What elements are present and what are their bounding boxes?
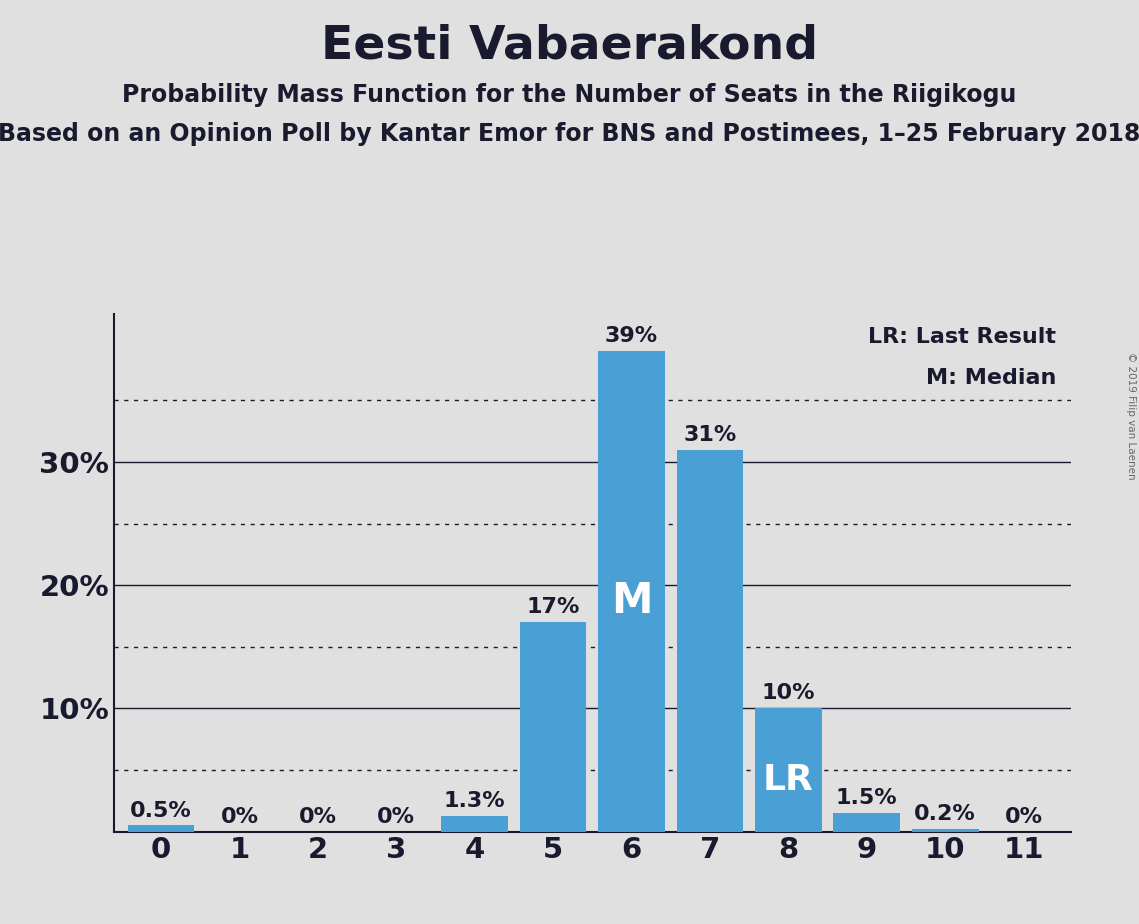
Text: 39%: 39%	[605, 326, 658, 346]
Text: 10%: 10%	[762, 684, 816, 703]
Text: 0.5%: 0.5%	[130, 800, 191, 821]
Text: 0%: 0%	[298, 807, 337, 827]
Text: LR: Last Result: LR: Last Result	[868, 327, 1056, 347]
Bar	[834, 813, 900, 832]
Bar	[441, 816, 508, 832]
Bar	[912, 829, 978, 832]
Text: 1.5%: 1.5%	[836, 788, 898, 808]
Text: 0%: 0%	[220, 807, 259, 827]
Text: 1.3%: 1.3%	[444, 791, 506, 810]
Bar	[598, 351, 665, 832]
Text: 0.2%: 0.2%	[915, 804, 976, 824]
Text: Probability Mass Function for the Number of Seats in the Riigikogu: Probability Mass Function for the Number…	[122, 83, 1017, 107]
Text: 17%: 17%	[526, 597, 580, 617]
Bar	[755, 709, 821, 832]
Text: 0%: 0%	[1005, 807, 1042, 827]
Bar	[519, 622, 587, 832]
Bar	[128, 825, 195, 832]
Text: 31%: 31%	[683, 425, 737, 444]
Bar	[677, 450, 744, 832]
Text: LR: LR	[763, 763, 813, 796]
Text: © 2019 Filip van Laenen: © 2019 Filip van Laenen	[1126, 352, 1136, 480]
Text: Eesti Vabaerakond: Eesti Vabaerakond	[321, 23, 818, 68]
Text: Based on an Opinion Poll by Kantar Emor for BNS and Postimees, 1–25 February 201: Based on an Opinion Poll by Kantar Emor …	[0, 122, 1139, 146]
Text: M: M	[611, 580, 653, 622]
Text: 0%: 0%	[377, 807, 416, 827]
Text: M: Median: M: Median	[926, 369, 1056, 388]
